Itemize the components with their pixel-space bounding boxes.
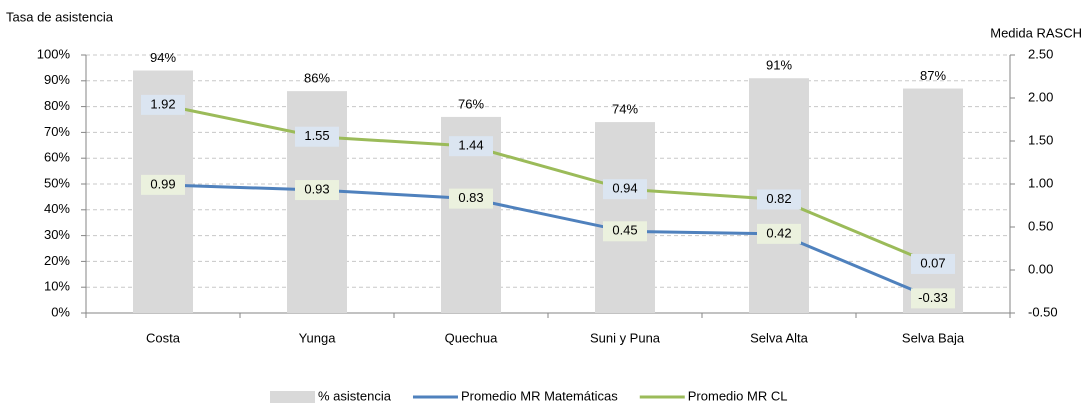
data-label: 1.55 — [304, 128, 329, 143]
bar-value-label: 87% — [920, 68, 946, 83]
data-label: 0.93 — [304, 181, 329, 196]
y-tick-label: 70% — [44, 124, 70, 139]
x-tick-label: Costa — [146, 330, 181, 345]
y-axis-title: Tasa de asistencia — [6, 9, 114, 24]
legend-label: % asistencia — [318, 388, 392, 403]
bar — [287, 91, 347, 314]
y-tick-label: 30% — [44, 227, 70, 242]
y2-tick-label: 1.00 — [1028, 175, 1053, 190]
y-tick-label: 50% — [44, 175, 70, 190]
y-tick-label: 0% — [51, 304, 70, 319]
y-tick-label: 100% — [37, 46, 71, 61]
data-label-box — [757, 189, 801, 210]
data-label-box — [603, 221, 647, 242]
y2-tick-label: 0.00 — [1028, 261, 1053, 276]
data-label: 0.42 — [766, 225, 791, 240]
legend-label: Promedio MR CL — [688, 388, 788, 403]
x-tick-label: Quechua — [445, 330, 499, 345]
bar — [595, 122, 655, 313]
line — [162, 103, 934, 266]
data-label: 0.83 — [458, 190, 483, 205]
x-tick-label: Selva Alta — [750, 330, 809, 345]
bar-value-label: 74% — [612, 102, 638, 117]
data-label-box — [911, 253, 955, 274]
data-label-box — [141, 174, 185, 195]
data-label-box — [141, 94, 185, 115]
y2-tick-label: 0.50 — [1028, 218, 1053, 233]
data-label: 0.07 — [920, 255, 945, 270]
y2-axis-title: Medida RASCH — [990, 25, 1082, 40]
line — [162, 183, 934, 300]
x-tick-label: Suni y Puna — [590, 330, 661, 345]
y-tick-label: 80% — [44, 98, 70, 113]
data-label-box — [757, 223, 801, 244]
data-label-box — [295, 126, 339, 147]
y-tick-label: 60% — [44, 150, 70, 165]
data-label: 0.45 — [612, 223, 637, 238]
bar-value-label: 86% — [304, 71, 330, 86]
data-label-box — [449, 136, 493, 157]
y-tick-label: 20% — [44, 253, 70, 268]
data-label: 0.94 — [612, 181, 637, 196]
y2-tick-label: -0.50 — [1028, 304, 1058, 319]
x-tick-label: Selva Baja — [902, 330, 965, 345]
bar-value-label: 76% — [458, 96, 484, 111]
bar-value-label: 91% — [766, 58, 792, 73]
y2-tick-label: 2.50 — [1028, 46, 1053, 61]
y2-tick-label: 2.00 — [1028, 89, 1053, 104]
y2-tick-label: 1.50 — [1028, 132, 1053, 147]
data-label-box — [911, 288, 955, 309]
y-tick-label: 90% — [44, 72, 70, 87]
data-label: -0.33 — [918, 290, 948, 305]
data-label: 1.92 — [150, 96, 175, 111]
legend-swatch — [270, 391, 315, 403]
data-label: 0.99 — [150, 176, 175, 191]
legend-label: Promedio MR Matemáticas — [461, 388, 618, 403]
data-label-box — [603, 179, 647, 200]
bar — [903, 88, 963, 313]
x-tick-label: Yunga — [299, 330, 337, 345]
data-label-box — [295, 180, 339, 201]
y-tick-label: 40% — [44, 201, 70, 216]
data-label: 0.82 — [766, 191, 791, 206]
data-label: 1.44 — [458, 138, 483, 153]
data-label-box — [449, 188, 493, 209]
bar-value-label: 94% — [150, 50, 176, 65]
y-tick-label: 10% — [44, 279, 70, 294]
